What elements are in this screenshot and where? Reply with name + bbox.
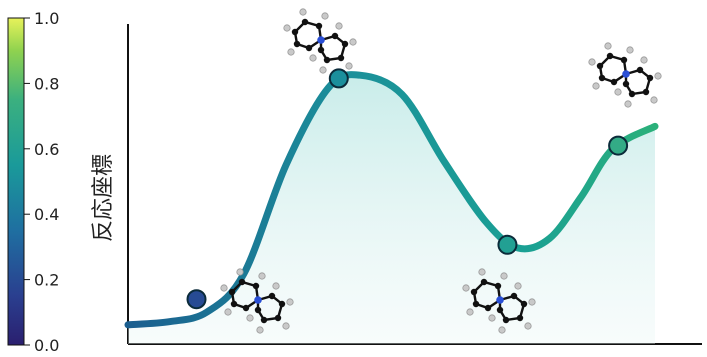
marker-3 [608, 135, 629, 156]
molecule-2-icon [282, 7, 358, 75]
colorbar-tick-label: 1.0 [34, 9, 59, 28]
marker-1 [328, 68, 349, 89]
colorbar: 0.0 0.2 0.4 0.6 0.8 1.0 [7, 9, 59, 355]
y-axis-label: 反応座標 [91, 154, 116, 242]
colorbar-tick-label: 0.0 [34, 336, 59, 355]
colorbar-tick-label: 0.6 [34, 140, 59, 159]
plot-area [124, 7, 663, 344]
series-line [124, 71, 659, 329]
marker-0 [186, 289, 207, 310]
colorbar-tick-label: 0.8 [34, 74, 59, 93]
colorbar-tick-label: 0.4 [34, 205, 59, 224]
colorbar-tick-label: 0.2 [34, 271, 59, 290]
marker-2 [497, 234, 518, 255]
molecule-4-icon [587, 41, 663, 109]
